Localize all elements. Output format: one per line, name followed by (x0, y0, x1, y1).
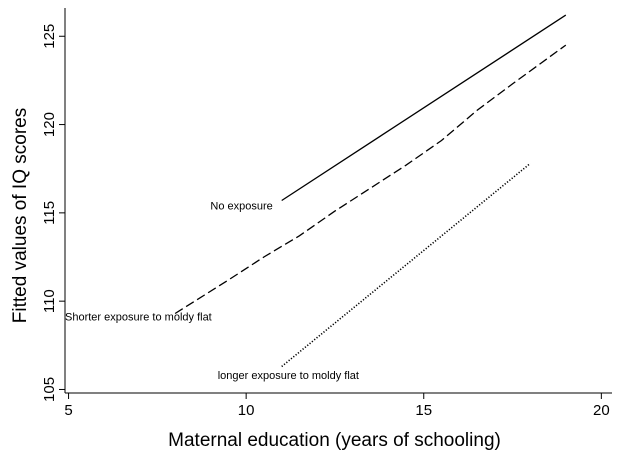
dotted-series-line (281, 162, 531, 368)
dashed-series-line (174, 44, 567, 315)
line-annotation: Shorter exposure to moldy flat (65, 312, 212, 324)
y-tick-label: 110 (41, 289, 58, 313)
annotations: No exposure Shorter exposure to moldy fla… (65, 200, 359, 382)
y-tick-label: 105 (41, 377, 58, 402)
x-tick-label: 15 (415, 402, 432, 419)
y-tick-label: 115 (41, 201, 58, 225)
x-tick-label: 10 (238, 402, 255, 419)
y-axis-title: Fitted values of IQ scores (10, 108, 31, 323)
x-tick-label: 5 (64, 402, 72, 419)
line-annotation: longer exposure to moldy flat (218, 370, 359, 382)
axes: 5 10 15 20 105 110 115 120 125 (41, 8, 612, 419)
y-tick-label: 125 (41, 24, 58, 49)
x-axis-title: Maternal education (years of schooling) (168, 430, 501, 451)
x-tick-label: 20 (593, 402, 610, 419)
solid-series-line (281, 14, 567, 202)
line-annotation: No exposure (210, 200, 272, 212)
y-tick-label: 120 (41, 112, 58, 137)
series-lines (174, 14, 567, 368)
